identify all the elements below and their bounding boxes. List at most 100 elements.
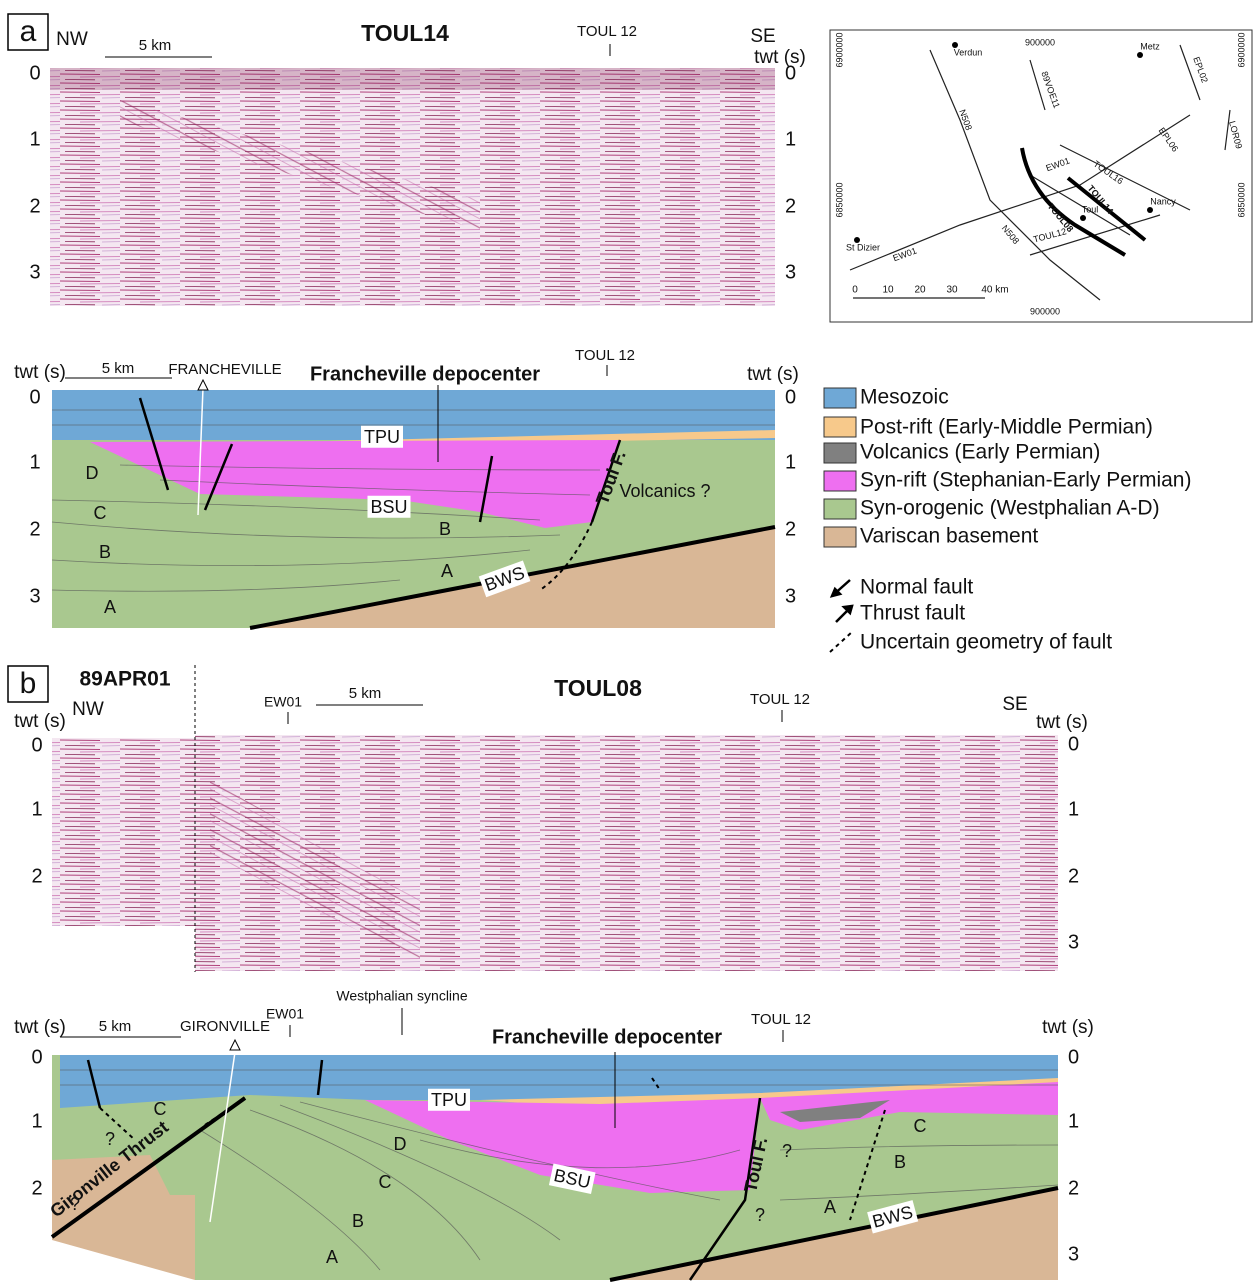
swatch	[823, 526, 857, 548]
swatch	[823, 498, 857, 520]
label: EW01	[266, 1006, 304, 1022]
axis-tick-label: 1	[29, 451, 40, 473]
axis-tick-label: 1	[785, 451, 796, 473]
legend-label: Uncertain geometry of fault	[860, 631, 1112, 654]
label: ?	[755, 1205, 765, 1225]
post-rift	[480, 1078, 1058, 1108]
place: Nancy	[1150, 196, 1176, 206]
well-marker	[197, 378, 209, 391]
city	[1080, 215, 1086, 221]
label: B	[352, 1211, 364, 1231]
label: C	[379, 1172, 392, 1192]
panel-label: b	[20, 667, 37, 700]
axis-tick-label: 2	[29, 518, 40, 540]
axis-tick-label: 2	[31, 865, 42, 887]
panel-label-box	[7, 665, 49, 703]
label: A	[104, 597, 116, 617]
axis-tick-label: 1	[31, 798, 42, 820]
axis-tick-label: 0	[785, 386, 796, 408]
mesozoic	[60, 1055, 1058, 1108]
map-coordinate: 6850000	[1236, 182, 1246, 217]
label: twt (s)	[754, 47, 806, 68]
map-frame	[829, 29, 1253, 323]
map	[829, 29, 1253, 323]
map-coordinate: 900000	[1030, 306, 1060, 316]
label: SE	[1002, 694, 1027, 715]
axis-tick-label: 2	[1068, 865, 1079, 887]
axis-tick-label: 3	[1068, 1243, 1079, 1265]
label: twt (s)	[1042, 1017, 1094, 1038]
legend-label: Volcanics (Early Permian)	[860, 441, 1100, 464]
label: A	[824, 1197, 836, 1217]
label: twt (s)	[14, 362, 66, 383]
label: C	[914, 1116, 927, 1136]
city	[854, 237, 860, 243]
map-scale-label: 40 km	[981, 285, 1008, 296]
label: 5 km	[349, 685, 382, 702]
label: B	[99, 542, 111, 562]
swatch	[823, 387, 857, 409]
label: ?	[105, 1129, 115, 1149]
axis-tick-label: 2	[31, 1177, 42, 1199]
label-box	[478, 560, 531, 598]
legend-label: Post-rift (Early-Middle Permian)	[860, 416, 1153, 439]
panel-a	[7, 13, 776, 630]
label: 5 km	[99, 1018, 132, 1035]
axis-tick-label: 3	[29, 585, 40, 607]
well	[209, 1051, 236, 1223]
axis-tick-label: 0	[31, 734, 42, 756]
axis-tick-label: 0	[1068, 733, 1079, 755]
label: 5 km	[139, 37, 172, 54]
place: Toul	[1082, 204, 1099, 214]
legend-label: Syn-rift (Stephanian-Early Permian)	[860, 469, 1191, 492]
label: TPU	[431, 1090, 467, 1110]
axis-tick-label: 0	[31, 1046, 42, 1068]
section-title: Francheville depocenter	[492, 1026, 722, 1048]
map-coordinate: 6900000	[1236, 32, 1246, 67]
label: TOUL 12	[750, 691, 810, 708]
label: D	[394, 1134, 407, 1154]
label: TPU	[364, 427, 400, 447]
label: GIRONVILLE	[180, 1018, 270, 1035]
basement	[52, 1155, 195, 1280]
axis-tick-label: 3	[29, 261, 40, 283]
panel-b	[7, 665, 1059, 1282]
label-box	[548, 1163, 596, 1195]
city	[952, 42, 958, 48]
place: Verdun	[954, 47, 983, 57]
map-scale-label: 30	[946, 285, 958, 296]
label: ?	[70, 1194, 80, 1214]
label: TOUL 12	[751, 1011, 811, 1028]
place: St Dizier	[846, 242, 880, 252]
axis-tick-label: 1	[1068, 798, 1079, 820]
label-box	[361, 425, 403, 448]
label: C	[154, 1099, 167, 1119]
axis-tick-label: 1	[29, 128, 40, 150]
axis-tick-label: 2	[29, 195, 40, 217]
section-title: 89APR01	[79, 668, 170, 691]
swatch	[823, 470, 857, 492]
label: TOUL 12	[577, 23, 637, 40]
axis-tick-label: 2	[785, 195, 796, 217]
label: TOUL 12	[575, 347, 635, 364]
well	[197, 387, 204, 516]
swatch	[823, 416, 857, 438]
axis-tick-label: 2	[1068, 1177, 1079, 1199]
city	[1147, 207, 1153, 213]
label: D	[86, 463, 99, 483]
axis-tick-label: 3	[785, 585, 796, 607]
uncertain-fault	[99, 1077, 886, 1221]
label: twt (s)	[747, 364, 799, 385]
label-box	[428, 1088, 470, 1111]
syn-rift	[90, 440, 620, 528]
label: NW	[72, 699, 104, 720]
axis-tick-label: 1	[1068, 1110, 1079, 1132]
map-scale-label: 0	[852, 285, 858, 296]
uncertain-fault-symbol	[829, 631, 853, 653]
well-marker	[229, 1038, 241, 1051]
label: Westphalian syncline	[336, 988, 467, 1004]
seismic-reflector	[120, 100, 480, 230]
label: SE	[750, 26, 775, 47]
section-title: TOUL08	[554, 675, 642, 701]
